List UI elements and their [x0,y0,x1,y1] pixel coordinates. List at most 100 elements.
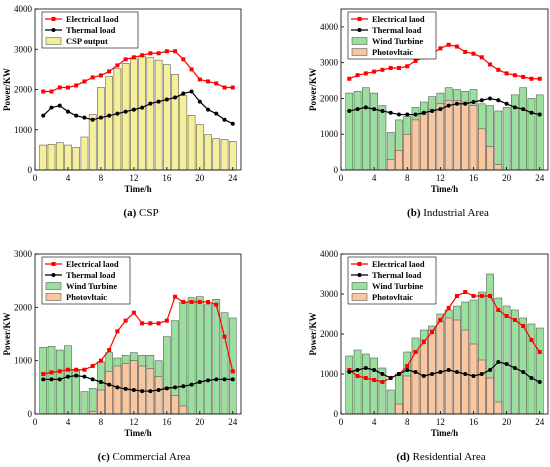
legend-marker-d-0 [357,262,362,266]
y-tick-label-b-0: 0 [334,165,339,175]
x-tick-label-b-3: 12 [436,173,445,183]
point-a-s1-9 [115,111,120,116]
x-tick-label-c-3: 12 [129,417,138,427]
point-a-s0-15 [164,49,169,54]
point-d-s1-21 [521,370,526,374]
point-b-s1-17 [488,96,493,101]
caption-d: (d) Residential Area [396,451,486,463]
bar-d-s0-5 [386,389,395,415]
y-tick-label-a-2: 2000 [14,85,33,95]
point-d-s0-9 [421,340,426,344]
bar-a-s0-16 [171,73,179,171]
point-a-s0-16 [173,49,178,54]
point-d-s0-15 [471,294,476,298]
point-d-s0-23 [537,350,542,354]
legend-marker-b-1 [357,28,362,32]
point-a-s1-6 [90,117,95,122]
legend-label-b-3: Photovltaic [372,47,413,57]
bar-d-s1-15 [469,343,478,415]
bar-c-s1-7 [97,389,105,415]
bar-b-s0-2 [362,87,370,171]
bar-b-s0-19 [502,107,511,171]
bar-a-s0-12 [138,56,146,171]
point-b-s0-0 [347,76,352,81]
x-tick-label-b-5: 20 [502,173,512,183]
point-c-s1-13 [148,389,153,394]
chart-panel-b: 0 4 8 12 16 20 24 0 1000 2000 3000 4000 Time/h Power/… [308,8,549,194]
bar-a-s0-23 [228,141,237,171]
caption-b: (b) Industrial Area [407,207,489,219]
bar-b-s0-4 [378,105,387,171]
point-a-s1-23 [230,121,235,126]
legend-swatch-b-2 [351,37,368,45]
bar-a-s0-11 [130,58,138,171]
bar-c-s1-9 [113,365,122,415]
y-tick-label-a-0: 0 [28,165,33,175]
legend-label-a-0: Electrical laod [66,14,119,24]
legend-label-a-1: Thermal load [66,25,116,35]
point-c-s0-0 [41,372,46,376]
bar-c-s1-14 [154,376,163,415]
bar-c-s1-6 [88,411,97,415]
bar-d-s1-13 [453,319,461,415]
point-b-s1-23 [537,112,542,117]
x-tick-label-b-1: 4 [372,173,377,183]
bar-c-s0-6 [88,388,97,415]
bar-b-s1-14 [461,101,470,171]
point-b-s0-1 [355,73,360,78]
point-b-s0-15 [471,51,476,56]
point-c-s1-4 [74,373,79,378]
point-d-s0-7 [405,364,410,368]
point-b-s1-20 [512,105,517,110]
bar-d-s1-11 [436,321,445,415]
y-tick-label-a-4: 4000 [14,4,33,14]
y-axis-label-a: Power/KW [2,68,12,111]
legend-label-b-1: Thermal load [372,25,422,35]
point-a-s1-4 [74,113,79,118]
point-c-s1-6 [90,377,95,382]
point-c-s0-2 [57,369,62,374]
bar-c-s0-19 [196,296,204,415]
point-c-s0-19 [197,300,202,304]
point-d-s1-18 [496,360,501,364]
point-a-s1-3 [65,109,70,114]
legend-label-d-2: Wind Turbine [372,281,423,291]
x-tick-label-d-4: 16 [469,417,479,427]
point-b-s1-19 [504,101,509,106]
point-a-s0-2 [57,85,62,90]
bar-c-s1-11 [130,360,138,415]
point-b-s1-15 [471,100,476,105]
point-d-s1-10 [430,372,435,376]
point-c-s0-11 [131,310,136,315]
point-a-s0-9 [115,63,120,68]
point-c-s0-6 [90,364,95,368]
point-b-s0-7 [405,64,410,69]
point-c-s1-15 [164,386,169,391]
point-a-s0-17 [181,57,186,62]
point-a-s0-0 [41,89,46,94]
point-a-s0-22 [222,85,227,90]
bar-d-s1-18 [494,401,503,415]
point-a-s1-16 [173,95,178,100]
bar-d-s0-0 [345,355,354,415]
bar-b-s1-13 [453,99,461,171]
point-a-s1-7 [98,115,103,120]
legend-swatch-d-2 [351,282,368,290]
caption-c: (c) Commercial Area [97,451,191,463]
y-tick-label-a-1: 1000 [14,125,33,135]
bar-c-s0-23 [228,317,237,415]
legend-marker-a-1 [51,28,56,32]
y-tick-label-b-4: 4000 [320,22,339,32]
point-c-s0-1 [49,370,54,375]
x-tick-label-d-0: 0 [339,417,344,427]
point-c-s1-10 [123,386,128,391]
bar-a-s0-19 [196,124,204,171]
legend-label-c-3: Photovltaic [66,292,107,302]
bar-b-s1-18 [494,164,503,171]
x-tick-label-b-0: 0 [339,173,344,183]
point-b-s1-0 [347,108,352,113]
bar-b-s0-3 [370,92,378,171]
bar-d-s0-18 [494,297,503,415]
x-tick-label-a-1: 4 [66,173,71,183]
point-b-s0-17 [488,62,493,67]
